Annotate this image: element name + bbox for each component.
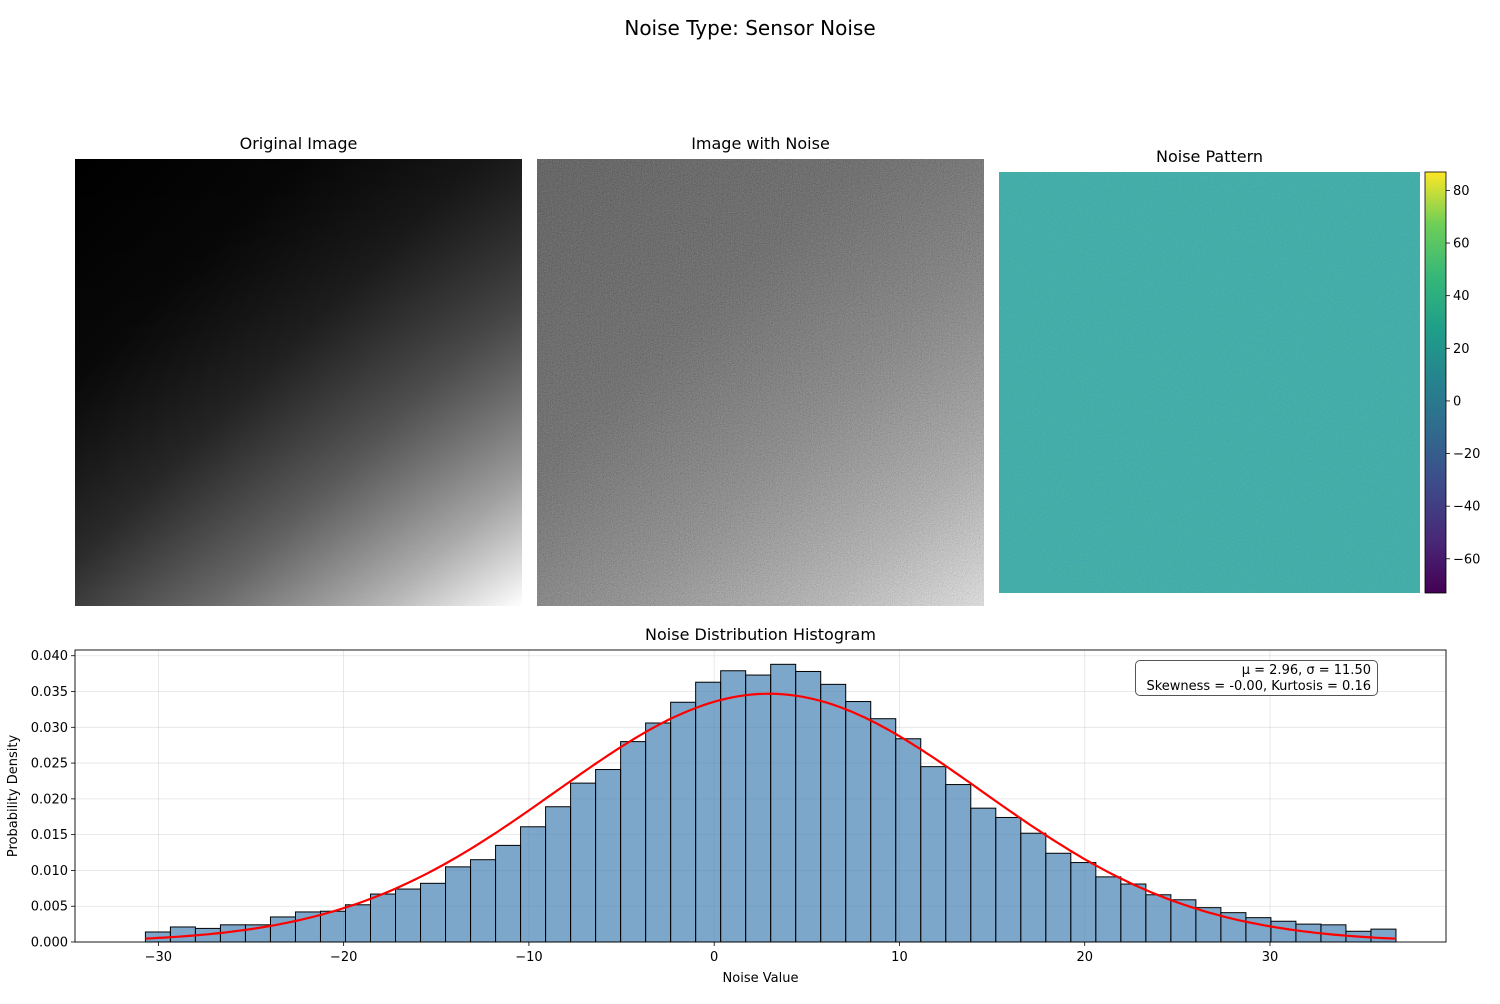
colorbar-tick-label: 40: [1453, 289, 1470, 304]
x-tick-label: 30: [1262, 950, 1279, 965]
x-axis-label: Noise Value: [723, 971, 799, 986]
x-tick-label: −10: [515, 950, 542, 965]
colorbar-tick-label: −20: [1453, 447, 1480, 462]
histogram-bar: [495, 844, 522, 943]
histogram-bar: [620, 741, 647, 943]
y-tick-label: 0.020: [31, 792, 68, 807]
noisy-image: [537, 159, 984, 606]
x-tick-label: −30: [145, 950, 172, 965]
histogram-bar: [1245, 917, 1272, 943]
histogram-bar: [920, 766, 947, 943]
histogram-bar: [945, 784, 972, 943]
histogram-bar: [470, 859, 497, 943]
colorbar-tick-label: −60: [1453, 552, 1480, 567]
histogram-bar: [720, 670, 747, 943]
histogram-bar: [970, 807, 997, 943]
histogram-bar: [445, 866, 472, 943]
y-tick-label: 0.025: [31, 757, 68, 772]
noisy-image-title: Image with Noise: [691, 134, 830, 153]
y-tick-label: 0.010: [31, 864, 68, 879]
stats-line-1: μ = 2.96, σ = 11.50: [1241, 663, 1371, 678]
histogram-bar: [1070, 862, 1097, 943]
y-tick-label: 0.035: [31, 685, 68, 700]
histogram-bar: [745, 674, 772, 943]
histogram-bar: [1095, 876, 1122, 943]
histogram-bar: [319, 910, 346, 943]
colorbar-tick-label: 60: [1453, 237, 1470, 252]
histogram-bar: [1170, 899, 1197, 943]
histogram-bar: [570, 782, 597, 943]
histogram-bar: [995, 816, 1022, 943]
histogram-bar: [795, 670, 822, 943]
x-tick-label: −20: [330, 950, 357, 965]
y-tick-label: 0.040: [31, 649, 68, 664]
y-tick-label: 0.005: [31, 900, 68, 915]
histogram-bar: [545, 806, 572, 943]
histogram-bar: [370, 893, 397, 943]
histogram-bar: [895, 738, 922, 943]
histogram-bar: [395, 888, 422, 943]
noise-pattern-title: Noise Pattern: [1155, 147, 1264, 166]
histogram-bar: [1045, 852, 1072, 943]
y-tick-label: 0.015: [31, 828, 68, 843]
histogram-bar: [344, 904, 372, 943]
histogram-bar: [595, 769, 622, 943]
histogram-bar: [695, 681, 722, 943]
figure-title: Noise Type: Sensor Noise: [624, 16, 876, 40]
original-image-title: Original Image: [239, 134, 358, 153]
histogram-bar: [845, 701, 872, 943]
histogram-bar: [645, 722, 672, 943]
histogram-bar: [1370, 928, 1397, 943]
original-image: [75, 159, 522, 606]
x-tick-label: 0: [710, 950, 718, 965]
histogram-bar: [820, 683, 847, 943]
y-tick-label: 0.000: [31, 936, 68, 951]
histogram-bar: [870, 718, 897, 943]
histogram-bar: [770, 663, 797, 943]
plot-frame: [74, 649, 1447, 943]
histogram-bar: [169, 926, 196, 943]
colorbar-tick-label: 80: [1453, 184, 1470, 199]
normal-fit-line: [145, 692, 1397, 940]
y-axis-label: Probability Density: [6, 735, 21, 858]
colorbar-tick-label: 0: [1453, 394, 1461, 409]
stats-annotation: μ = 2.96, σ = 11.50 Skewness = -0.00, Ku…: [1135, 660, 1378, 696]
histogram-bar: [670, 701, 697, 943]
colorbar-tick-label: −40: [1453, 500, 1480, 515]
colorbar-tick-label: 20: [1453, 342, 1470, 357]
x-tick-label: 10: [891, 950, 908, 965]
noise-pattern-image: [999, 172, 1420, 593]
histogram-bar: [520, 826, 547, 943]
colorbar: 80 60 40 20 0 −20 −40 −60: [1424, 171, 1480, 594]
histogram-title: Noise Distribution Histogram: [645, 625, 876, 644]
histogram-bar: [1145, 894, 1172, 943]
histogram-bar: [1270, 920, 1297, 943]
stats-line-2: Skewness = -0.00, Kurtosis = 0.16: [1146, 679, 1371, 694]
x-tick-label: 20: [1076, 950, 1093, 965]
histogram-chart: −30 −20 −10 0 10 20 30 0.000 0.005 0.010 0.015 0.02…: [0, 640, 1500, 1000]
histogram-bar: [420, 882, 447, 943]
histogram-bar: [1020, 832, 1047, 943]
histogram-bar: [1120, 883, 1147, 943]
y-tick-label: 0.030: [31, 721, 68, 736]
